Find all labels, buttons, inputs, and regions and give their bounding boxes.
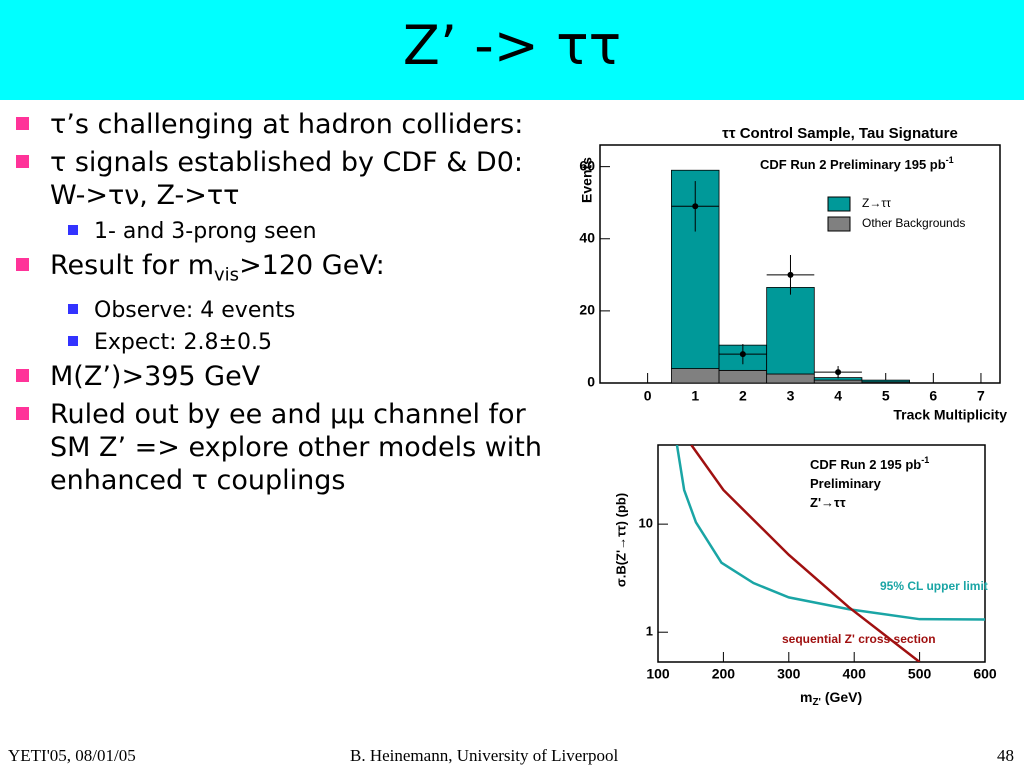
plot-area xyxy=(657,444,986,663)
line-series xyxy=(675,445,985,621)
label: Z'→ττ xyxy=(810,495,846,510)
legend-label: Z→ττ xyxy=(862,196,891,210)
histogram-bar xyxy=(766,287,815,375)
label-part: -1 xyxy=(946,155,954,165)
data-point xyxy=(692,203,699,210)
footer-right: 48 xyxy=(997,746,1014,765)
x-tick-label: 600 xyxy=(973,666,997,682)
legend-swatch xyxy=(827,216,851,232)
footer-left: YETI'05, 08/01/05 xyxy=(8,746,136,765)
x-tick-label: 100 xyxy=(646,666,670,682)
data-point xyxy=(739,351,746,358)
header-bar: Z’ -> ττ xyxy=(0,0,1024,100)
label-part: Z' xyxy=(812,697,821,708)
series-label: 95% CL upper limit xyxy=(880,579,988,593)
label-part: CDF Run 2 Preliminary 195 pb xyxy=(760,157,946,172)
line-series xyxy=(690,445,921,662)
sub-bullet: Observe: 4 events xyxy=(14,296,544,325)
histogram-bar xyxy=(766,373,815,384)
label-part: Z'→ττ xyxy=(810,495,846,510)
x-tick-label: 200 xyxy=(712,666,736,682)
x-tick-label: 4 xyxy=(834,388,842,404)
sub-bullet: Expect: 2.8±0.5 xyxy=(14,328,544,357)
y-axis-label: σ.B(Z'→ττ) (pb) xyxy=(613,493,628,587)
histogram-bar xyxy=(718,369,768,384)
label-part: Preliminary xyxy=(810,476,882,491)
bullet: Ruled out by ee and μμ channel for SM Z’… xyxy=(14,398,544,497)
histogram-bar xyxy=(813,379,863,384)
y-tick-label: 60 xyxy=(579,157,595,173)
x-tick-label: 5 xyxy=(882,388,890,404)
series-label: sequential Z' cross section xyxy=(782,632,936,646)
x-axis-label: Track Multiplicity xyxy=(893,407,1007,423)
bullet: τ signals established by CDF & D0: W->τν… xyxy=(14,146,544,212)
subscript: vis xyxy=(214,264,240,286)
label-part: m xyxy=(800,689,812,705)
chart-title: ττ Control Sample, Tau Signature xyxy=(722,125,958,142)
data-point xyxy=(787,271,794,278)
y-tick-label: 10 xyxy=(639,516,653,531)
bullet-text: >120 GeV: xyxy=(239,250,385,281)
y-tick-label: 20 xyxy=(579,302,595,318)
x-tick-label: 300 xyxy=(777,666,801,682)
legend-label: Other Backgrounds xyxy=(862,216,965,230)
y-tick-label: 40 xyxy=(579,229,595,245)
label-part: -1 xyxy=(921,455,929,465)
x-tick-label: 1 xyxy=(691,388,699,404)
x-tick-label: 400 xyxy=(843,666,867,682)
x-tick-label: 7 xyxy=(977,388,985,404)
y-tick-label: 0 xyxy=(587,374,595,390)
x-tick-label: 500 xyxy=(908,666,932,682)
bullet: M(Z’)>395 GeV xyxy=(14,360,544,393)
y-axis-label: Events xyxy=(579,157,595,203)
legend-swatch xyxy=(827,196,851,212)
label: CDF Run 2 Preliminary 195 pb-1 xyxy=(760,155,954,172)
histogram-bar xyxy=(861,379,910,383)
data-point xyxy=(835,369,842,376)
x-tick-label: 0 xyxy=(644,388,652,404)
x-tick-label: 2 xyxy=(739,388,747,404)
bullet-text: Result for m xyxy=(50,250,215,281)
label: CDF Run 2 195 pb-1 xyxy=(810,455,929,472)
sub-bullet: 1- and 3-prong seen xyxy=(14,217,544,246)
bullet-list: τ’s challenging at hadron colliders: τ s… xyxy=(14,108,544,502)
label: mZ' (GeV) xyxy=(800,689,862,708)
x-tick-label: 3 xyxy=(787,388,795,404)
y-tick-label: 1 xyxy=(646,624,653,639)
label: Preliminary xyxy=(810,476,882,491)
label-part: (GeV) xyxy=(821,689,862,705)
label-part: CDF Run 2 195 pb xyxy=(810,457,921,472)
slide-title: Z’ -> ττ xyxy=(402,14,622,77)
x-tick-label: 6 xyxy=(929,388,937,404)
footer-center: B. Heinemann, University of Liverpool xyxy=(350,746,619,765)
histogram-bar xyxy=(671,368,720,384)
bullet: Result for mvis>120 GeV: xyxy=(14,249,544,291)
bullet: τ’s challenging at hadron colliders: xyxy=(14,108,544,141)
